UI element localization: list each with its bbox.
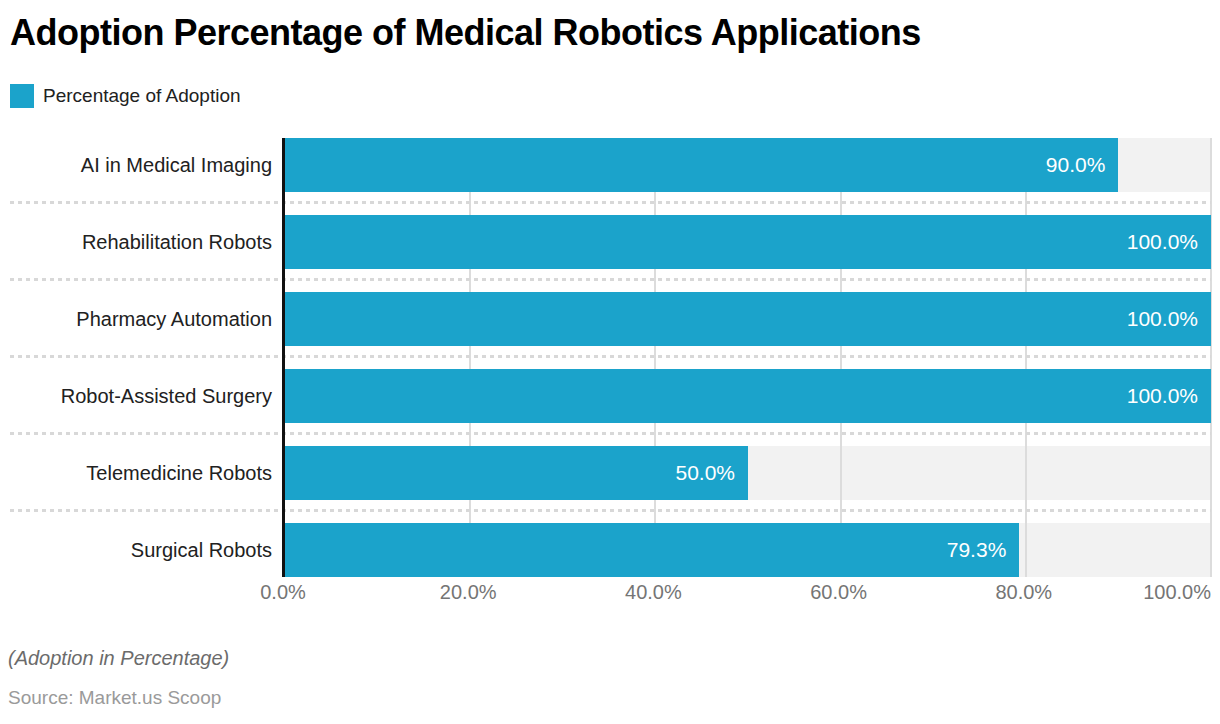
row-separator [10,201,1211,204]
category-label: AI in Medical Imaging [0,138,272,192]
x-tick-label: 80.0% [995,581,1052,604]
chart-bar[interactable]: 100.0% [285,215,1211,269]
category-label: Pharmacy Automation [0,292,272,346]
x-tick-label: 40.0% [625,581,682,604]
chart-bar[interactable]: 90.0% [285,138,1118,192]
x-axis: 0.0% 20.0% 40.0% 60.0% 80.0% 100.0% [0,581,1220,607]
category-label: Telemedicine Robots [0,446,272,500]
bar-value-label: 100.0% [1127,369,1198,423]
chart-source: Source: Market.us Scoop [8,687,221,709]
bar-value-label: 50.0% [675,446,735,500]
bar-value-label: 79.3% [947,523,1007,577]
row-separator [10,509,1211,512]
chart-canvas: Adoption Percentage of Medical Robotics … [0,0,1220,724]
x-tick-label: 60.0% [810,581,867,604]
bar-value-label: 90.0% [1046,138,1106,192]
chart-bar[interactable]: 100.0% [285,369,1211,423]
row-separator [10,432,1211,435]
category-label: Rehabilitation Robots [0,215,272,269]
category-label: Surgical Robots [0,523,272,577]
bar-value-label: 100.0% [1127,215,1198,269]
chart-bar[interactable]: 50.0% [285,446,748,500]
row-separator [10,355,1211,358]
x-tick-label: 0.0% [260,581,306,604]
bar-value-label: 100.0% [1127,292,1198,346]
x-tick-label: 100.0% [1143,581,1211,604]
plot-area: 90.0% AI in Medical Imaging 100.0% Rehabili… [0,0,1220,724]
category-label: Robot-Assisted Surgery [0,369,272,423]
chart-bar[interactable]: 100.0% [285,292,1211,346]
x-tick-label: 20.0% [440,581,497,604]
chart-bar[interactable]: 79.3% [285,523,1019,577]
row-separator [10,278,1211,281]
y-axis-line [282,138,285,577]
chart-footnote: (Adoption in Percentage) [8,647,229,670]
